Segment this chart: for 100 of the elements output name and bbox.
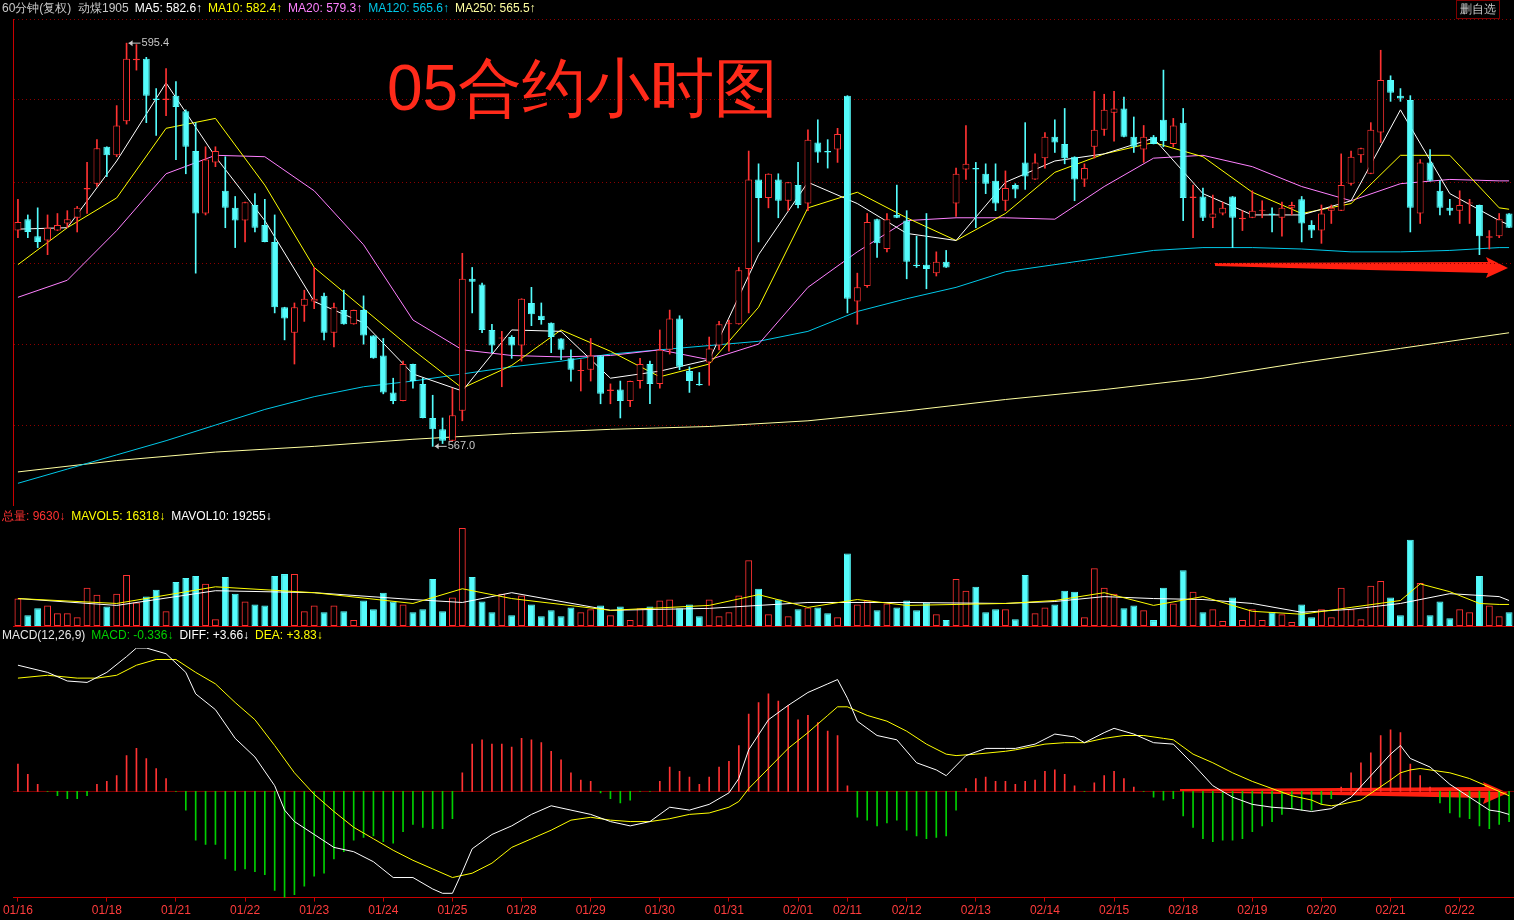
bar	[1475, 576, 1483, 626]
bar	[992, 609, 1000, 626]
x-tick-label: 02/19	[1237, 903, 1268, 918]
bar	[794, 609, 802, 626]
x-tick-label: 01/16	[2, 903, 34, 918]
text: 总量: 9630↓	[1, 509, 66, 524]
text: 删自选	[1456, 0, 1500, 19]
bar	[1268, 612, 1276, 626]
x-tick-label: 01/23	[299, 903, 330, 918]
candlestick	[172, 81, 180, 160]
bar	[676, 608, 684, 626]
x-tick-label: 02/12	[891, 903, 923, 918]
bar	[1436, 601, 1444, 626]
bar	[34, 608, 42, 626]
annotation: 567.0	[447, 439, 476, 452]
candlestick	[63, 210, 71, 229]
bar	[824, 613, 832, 626]
candlestick	[1288, 201, 1296, 216]
text: MA250: 565.5↑	[454, 1, 536, 16]
bar	[439, 611, 447, 626]
bar	[231, 593, 239, 626]
bar	[547, 610, 555, 626]
bar	[182, 577, 190, 626]
candlestick	[1110, 91, 1118, 142]
bar	[685, 604, 693, 626]
bar	[913, 610, 921, 626]
candlestick	[814, 119, 822, 163]
annotation: 595.4	[141, 36, 170, 49]
bar	[527, 604, 535, 626]
candlestick	[103, 146, 111, 177]
x-tick-label: 01/22	[230, 903, 261, 918]
text: MA5: 582.6↑	[134, 1, 203, 16]
bar	[478, 601, 486, 626]
bar	[893, 607, 901, 626]
candlestick	[221, 156, 229, 229]
candlestick	[34, 207, 42, 248]
text: DEA: +3.83↓	[255, 628, 323, 643]
text: 05合约小时图	[387, 52, 779, 124]
x-tick-label: 01/31	[713, 903, 745, 918]
bar	[172, 581, 180, 626]
candlestick	[300, 289, 308, 322]
bar	[1021, 575, 1029, 626]
candlestick	[14, 198, 22, 238]
candlestick	[1209, 194, 1217, 229]
bar	[1051, 604, 1059, 626]
bar	[814, 607, 822, 626]
candlestick	[231, 196, 239, 248]
bar	[1120, 608, 1128, 626]
text: MA10: 582.4↑	[208, 1, 283, 16]
x-tick-label: 02/13	[960, 903, 992, 918]
bar	[389, 601, 397, 626]
candlestick	[1061, 108, 1069, 165]
x-tick-label: 02/11	[832, 903, 863, 918]
bar	[379, 592, 387, 626]
bar	[340, 611, 348, 626]
bar	[429, 578, 437, 626]
candlestick	[893, 184, 901, 219]
x-tick-label: 02/14	[1029, 903, 1061, 918]
candlestick	[962, 125, 970, 180]
bar	[1061, 590, 1069, 626]
x-tick-label: 01/30	[644, 903, 676, 918]
text: MACD: -0.336↓	[91, 628, 174, 643]
bar	[251, 604, 259, 626]
bar	[982, 612, 990, 626]
bar	[142, 596, 150, 626]
candlestick	[1248, 190, 1256, 219]
bar	[261, 605, 269, 626]
x-tick-label: 01/28	[506, 903, 537, 918]
text: MAVOL5: 16318↓	[71, 509, 166, 524]
bar	[221, 577, 229, 626]
bar	[419, 609, 427, 626]
bar	[1505, 612, 1513, 626]
bar	[369, 609, 377, 626]
bar	[409, 612, 417, 626]
candlestick	[468, 267, 476, 314]
bar	[152, 589, 160, 626]
bar	[1199, 612, 1207, 626]
bar	[320, 612, 328, 626]
bar	[360, 600, 368, 626]
x-tick-label: 02/20	[1306, 903, 1337, 918]
candlestick	[537, 302, 545, 325]
bar	[281, 574, 289, 626]
candlestick	[429, 394, 437, 447]
candlestick	[1327, 204, 1335, 224]
bar	[873, 610, 881, 626]
x-tick-label: 01/21	[160, 903, 192, 918]
bar	[1406, 539, 1414, 626]
bar	[567, 607, 575, 626]
chart-subtitle: 60分钟(复权) 动煤1905	[2, 1, 130, 16]
x-tick-label: 02/21	[1375, 903, 1406, 918]
bar	[972, 586, 980, 626]
candlestick	[1051, 119, 1059, 153]
text: MAVOL10: 19255↓	[171, 509, 272, 524]
bar	[1159, 587, 1167, 626]
x-tick-label: 01/18	[91, 903, 123, 918]
x-tick-label: 02/15	[1099, 903, 1130, 918]
bar	[192, 576, 200, 626]
chart-title: MACD(12,26,9)	[2, 628, 86, 643]
bar	[1071, 591, 1079, 626]
candlestick	[1446, 198, 1454, 216]
